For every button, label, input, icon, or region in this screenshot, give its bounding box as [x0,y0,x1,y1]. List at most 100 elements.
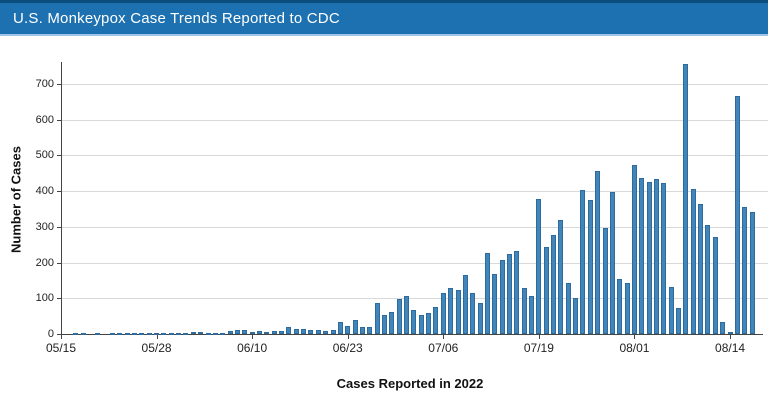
bar [727,332,733,335]
bar [551,235,557,334]
bar [712,236,718,334]
bar [631,165,637,334]
x-tick-mark [61,335,62,339]
bar [683,64,689,334]
y-tick-mark [57,155,61,157]
bar [359,326,365,334]
bar [558,220,564,334]
bar [602,227,608,334]
bar [646,181,652,334]
bar [132,333,138,335]
x-tick-label: 05/28 [141,341,172,355]
bar [529,296,535,334]
bar [117,333,123,335]
y-tick-label: 500 [35,149,54,162]
x-tick-label: 06/23 [332,341,363,355]
bar [286,327,292,334]
gridline [61,226,768,228]
bar [698,204,704,334]
y-tick-label: 700 [35,78,54,90]
x-axis-title: Cases Reported in 2022 [336,376,484,391]
bar [617,279,623,334]
bar [190,332,196,335]
bar [470,293,476,334]
x-tick-mark [347,335,349,339]
bar [212,332,218,335]
bar [337,322,343,334]
bar [521,288,527,334]
y-tick-mark [57,334,61,335]
y-tick-label: 600 [35,113,54,126]
y-tick-label: 300 [35,220,54,233]
x-tick-label: 07/06 [428,341,459,355]
y-tick-label: 400 [35,185,54,198]
bar [411,310,417,334]
bar [462,275,468,334]
gridline [61,119,768,121]
gridline [61,155,768,157]
bar [661,183,667,334]
x-tick-mark [156,335,158,339]
bar [654,179,659,334]
bar [264,331,270,334]
header-underline [0,34,768,36]
bar [234,330,240,334]
bar [345,326,351,334]
bar [720,321,726,334]
bar [455,290,461,334]
x-tick-label: 05/15 [45,341,77,355]
x-tick-label: 08/14 [715,341,746,355]
bar [448,288,454,334]
bar [668,286,674,334]
y-tick-label: 0 [47,328,54,340]
bar [374,302,380,334]
header-band: U.S. Monkeypox Case Trends Reported to C… [0,3,768,34]
bar [580,190,586,334]
x-tick-mark [538,335,540,339]
bar [609,191,615,334]
bar [484,253,490,334]
bar [676,308,682,334]
bar [279,330,285,334]
x-tick-label: 07/19 [523,341,554,355]
bar [330,329,336,334]
bar [477,303,483,334]
bar [308,330,314,334]
bar [690,189,696,334]
bar [183,333,189,335]
bar [139,333,145,335]
bar [293,329,299,334]
y-tick-label: 100 [35,292,54,305]
bar [426,312,432,334]
page-header: U.S. Monkeypox Case Trends Reported to C… [0,0,768,36]
bar [565,282,571,334]
header-top-strip [0,0,768,3]
bar [536,199,542,334]
x-tick-mark [730,335,732,339]
bar [154,333,160,335]
bar [389,311,395,334]
bar [749,211,755,334]
y-axis-line [61,62,62,335]
bar [381,315,387,334]
x-tick-label: 06/10 [237,341,268,355]
bar [492,274,498,334]
bar [506,254,512,334]
x-tick-mark [443,335,445,339]
bar [227,331,233,334]
bar [624,283,630,334]
bar [587,200,593,334]
bar [734,95,740,334]
bar [323,331,329,334]
bar [249,332,255,335]
bar [95,333,101,335]
bar [271,331,277,334]
bar [514,250,520,334]
bar [242,329,248,334]
bar [205,333,211,335]
bar [161,333,167,335]
x-axis-line [61,334,763,335]
bar [220,332,226,335]
gridline [61,84,768,85]
